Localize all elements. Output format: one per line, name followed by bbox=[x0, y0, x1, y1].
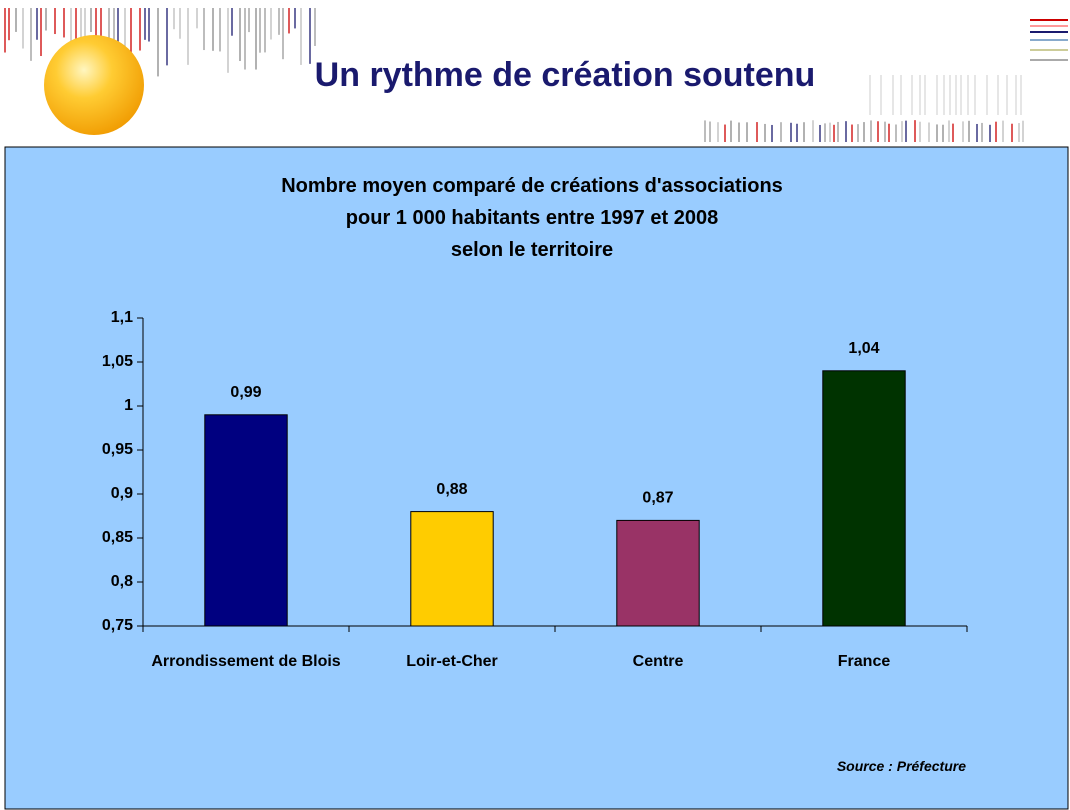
value-label: 0,99 bbox=[230, 384, 261, 401]
chart-title: Nombre moyen comparé de créations d'asso… bbox=[281, 175, 783, 261]
x-tick-label: Arrondissement de Blois bbox=[151, 653, 341, 670]
x-tick-label: Centre bbox=[632, 653, 684, 670]
y-tick-label: 0,9 bbox=[111, 485, 133, 502]
y-tick-label: 0,95 bbox=[102, 441, 133, 458]
sphere bbox=[44, 35, 144, 135]
source: Source : Préfecture bbox=[836, 758, 966, 774]
y-tick-label: 0,8 bbox=[111, 573, 133, 590]
bar bbox=[204, 414, 288, 627]
slide-title: Un rythme de création soutenu bbox=[315, 56, 816, 94]
y-tick-label: 0,85 bbox=[102, 529, 133, 546]
value-label: 0,87 bbox=[642, 490, 673, 507]
y-tick-label: 0,75 bbox=[102, 617, 133, 634]
y-tick-label: 1,1 bbox=[111, 309, 133, 326]
value-label: 0,88 bbox=[436, 481, 467, 498]
x-tick-label: Loir-et-Cher bbox=[406, 653, 498, 670]
y-tick-label: 1 bbox=[124, 397, 133, 414]
y-tick-label: 1,05 bbox=[102, 353, 133, 370]
x-tick-label: France bbox=[837, 653, 891, 670]
bar bbox=[822, 370, 906, 627]
value-label: 1,04 bbox=[848, 340, 879, 357]
bar bbox=[410, 511, 494, 627]
bar bbox=[616, 519, 700, 627]
